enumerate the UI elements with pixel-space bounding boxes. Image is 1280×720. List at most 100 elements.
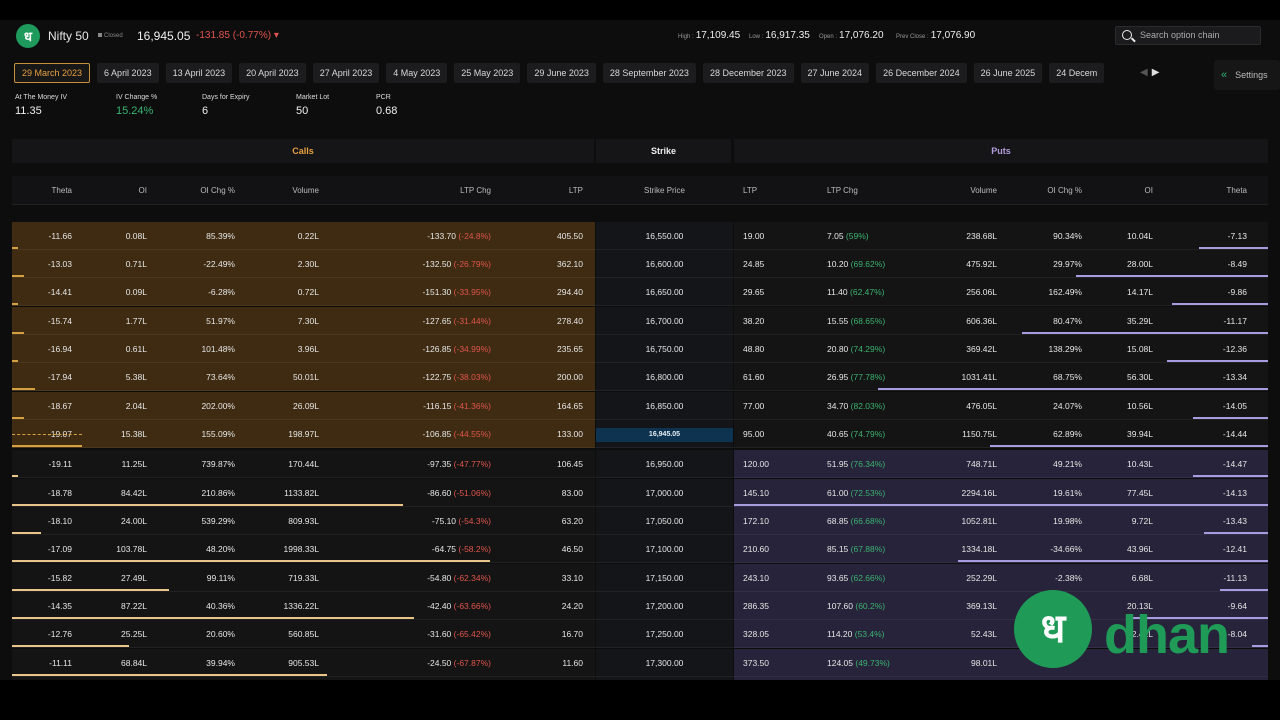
table-row[interactable]: -14.35 87.22L 40.36% 1336.22L -42.40 (-63.66… <box>12 592 1268 620</box>
p-theta-cell[interactable]: -12.36 <box>1222 344 1247 354</box>
strike-price-cell[interactable]: 17,000.00 <box>645 488 684 498</box>
c-oi-cell[interactable]: 24.00L <box>121 516 147 526</box>
p-ltpchg-cell[interactable]: 61.00 (72.53%) <box>827 488 885 498</box>
c-theta-cell[interactable]: -18.10 <box>47 516 72 526</box>
p-oi-cell[interactable]: 10.04L <box>1127 231 1153 241</box>
p-oichg-cell[interactable]: 62.89% <box>1053 429 1082 439</box>
strike-price-cell[interactable]: 17,150.00 <box>645 573 684 583</box>
c-vol-cell[interactable]: 905.53L <box>288 658 319 668</box>
p-oi-cell[interactable]: 56.30L <box>1127 372 1153 382</box>
p-oi-cell[interactable]: 9.72L <box>1131 516 1153 526</box>
c-theta-cell[interactable]: -19.11 <box>48 459 72 469</box>
column-header-strike[interactable]: Strike Price <box>644 186 685 195</box>
c-oi-cell[interactable]: 27.49L <box>121 573 147 583</box>
c-theta-cell[interactable]: -14.41 <box>47 287 72 297</box>
expiry-tab[interactable]: 29 June 2023 <box>527 63 596 83</box>
p-oi-cell[interactable]: 77.45L <box>1127 488 1153 498</box>
c-vol-cell[interactable]: 26.09L <box>293 401 319 411</box>
p-ltp-cell[interactable]: 24.85 <box>743 259 765 269</box>
p-vol-cell[interactable]: 369.42L <box>966 344 997 354</box>
c-vol-cell[interactable]: 198.97L <box>288 429 319 439</box>
c-oichg-cell[interactable]: 48.20% <box>206 544 235 554</box>
p-ltp-cell[interactable]: 243.10 <box>743 573 769 583</box>
c-oichg-cell[interactable]: 739.87% <box>201 459 235 469</box>
table-row[interactable]: -13.03 0.71L -22.49% 2.30L -132.50 (-26.79%)… <box>12 250 1268 278</box>
p-theta-cell[interactable]: -9.64 <box>1227 601 1247 611</box>
p-ltp-cell[interactable]: 95.00 <box>743 429 765 439</box>
c-oichg-cell[interactable]: 210.86% <box>201 488 235 498</box>
strike-price-cell[interactable]: 17,050.00 <box>645 516 684 526</box>
p-vol-cell[interactable]: 1334.18L <box>961 544 997 554</box>
c-oichg-cell[interactable]: 39.94% <box>206 658 235 668</box>
expiry-tab[interactable]: 28 December 2023 <box>702 63 794 83</box>
c-ltp-cell[interactable]: 83.00 <box>561 488 583 498</box>
p-theta-cell[interactable]: -12.41 <box>1222 544 1247 554</box>
c-oichg-cell[interactable]: 51.97% <box>206 316 235 326</box>
c-theta-cell[interactable]: -13.03 <box>47 259 72 269</box>
c-vol-cell[interactable]: 1998.33L <box>283 544 319 554</box>
table-row[interactable]: -11.11 68.84L 39.94% 905.53L -24.50 (-67.87%… <box>12 649 1268 677</box>
table-row[interactable]: -19.11 11.25L 739.87% 170.44L -97.35 (-47.77… <box>12 450 1268 478</box>
column-header[interactable]: Volume <box>970 186 997 195</box>
c-ltp-cell[interactable]: 24.20 <box>561 601 583 611</box>
c-oichg-cell[interactable]: 40.36% <box>206 601 235 611</box>
p-ltp-cell[interactable]: 373.50 <box>743 658 769 668</box>
p-vol-cell[interactable]: 52.43L <box>971 629 997 639</box>
p-oichg-cell[interactable]: 49.21% <box>1053 459 1082 469</box>
strike-price-cell[interactable]: 16,850.00 <box>645 401 684 411</box>
c-oi-cell[interactable]: 0.08L <box>125 231 147 241</box>
column-header[interactable]: LTP Chg <box>827 186 858 195</box>
column-header[interactable]: OI <box>138 186 147 195</box>
c-ltpchg-cell[interactable]: -64.75 (-58.2%) <box>432 544 491 554</box>
p-oi-cell[interactable]: 15.08L <box>1127 344 1153 354</box>
p-vol-cell[interactable]: 748.71L <box>966 459 997 469</box>
p-oichg-cell[interactable]: 90.34% <box>1053 231 1082 241</box>
c-theta-cell[interactable]: -15.74 <box>47 316 72 326</box>
p-oi-cell[interactable]: 28.00L <box>1127 259 1153 269</box>
p-oichg-cell[interactable]: -2.38% <box>1055 573 1082 583</box>
c-oi-cell[interactable]: 15.38L <box>121 429 147 439</box>
p-ltpchg-cell[interactable]: 11.40 (62.47%) <box>827 287 885 297</box>
p-oi-cell[interactable]: 6.68L <box>1131 573 1153 583</box>
p-theta-cell[interactable]: -8.49 <box>1227 259 1247 269</box>
c-ltpchg-cell[interactable]: -127.65 (-31.44%) <box>422 316 491 326</box>
table-row[interactable]: -9.4929.85L147.03%492.03L-18.75 (-70.36%… <box>12 677 1268 680</box>
p-ltpchg-cell[interactable]: 51.95 (76.34%) <box>827 459 885 469</box>
c-theta-cell[interactable]: -17.09 <box>47 544 72 554</box>
p-ltp-cell[interactable]: 286.35 <box>743 601 769 611</box>
c-oi-cell[interactable]: 68.84L <box>121 658 147 668</box>
c-oi-cell[interactable]: 0.61L <box>125 344 147 354</box>
column-header[interactable]: Theta <box>51 186 72 195</box>
c-vol-cell[interactable]: 0.22L <box>297 231 319 241</box>
c-vol-cell[interactable]: 809.93L <box>288 516 319 526</box>
table-row[interactable]: -16.94 0.61L 101.48% 3.96L -126.85 (-34.99%)… <box>12 335 1268 363</box>
c-ltp-cell[interactable]: 362.10 <box>557 259 583 269</box>
c-ltpchg-cell[interactable]: -133.70 (-24.8%) <box>427 231 491 241</box>
strike-price-cell[interactable]: 17,250.00 <box>645 629 684 639</box>
p-ltpchg-cell[interactable]: 85.15 (67.88%) <box>827 544 885 554</box>
p-oichg-cell[interactable]: 80.47% <box>1053 316 1082 326</box>
strike-price-cell[interactable]: 17,100.00 <box>645 544 684 554</box>
p-ltp-cell[interactable]: 48.80 <box>743 344 765 354</box>
c-ltpchg-cell[interactable]: -54.80 (-62.34%) <box>427 573 491 583</box>
p-oichg-cell[interactable]: -34.66% <box>1050 544 1082 554</box>
p-vol-cell[interactable]: 238.68L <box>966 231 997 241</box>
p-vol-cell[interactable]: 2294.16L <box>961 488 997 498</box>
c-vol-cell[interactable]: 7.30L <box>297 316 319 326</box>
c-theta-cell[interactable]: -11.66 <box>48 231 72 241</box>
settings-button[interactable]: « Settings <box>1214 60 1280 90</box>
strike-price-cell[interactable]: 16,950.00 <box>645 459 684 469</box>
c-ltpchg-cell[interactable]: -97.35 (-47.77%) <box>427 459 491 469</box>
table-row[interactable]: -15.74 1.77L 51.97% 7.30L -127.65 (-31.44%) 2… <box>12 307 1268 335</box>
p-oi-cell[interactable]: 20.13L <box>1127 601 1153 611</box>
p-theta-cell[interactable]: -14.13 <box>1222 488 1247 498</box>
c-vol-cell[interactable]: 1133.82L <box>284 488 319 498</box>
c-oi-cell[interactable]: 5.38L <box>125 372 147 382</box>
p-theta-cell[interactable]: -13.34 <box>1222 372 1247 382</box>
c-ltpchg-cell[interactable]: -106.85 (-44.55%) <box>422 429 491 439</box>
c-ltp-cell[interactable]: 63.20 <box>561 516 583 526</box>
c-oichg-cell[interactable]: -22.49% <box>203 259 235 269</box>
c-oi-cell[interactable]: 0.09L <box>125 287 147 297</box>
expiry-tab[interactable]: 27 June 2024 <box>800 63 870 83</box>
c-ltpchg-cell[interactable]: -126.85 (-34.99%) <box>422 344 491 354</box>
